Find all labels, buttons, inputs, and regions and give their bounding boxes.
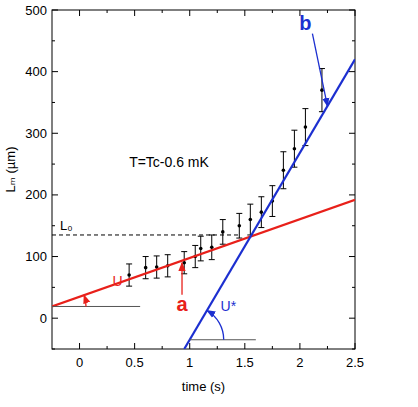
x-minor-tick <box>217 346 218 349</box>
y-tick-label: 400 <box>25 64 47 79</box>
y-axis-label: Lₘ (µm) <box>3 147 18 193</box>
y-tick <box>52 10 58 11</box>
y-tick <box>52 71 58 72</box>
x-tick <box>134 10 135 16</box>
x-tick <box>79 10 80 16</box>
x-tick-label: 0.5 <box>126 355 144 370</box>
data-point <box>199 247 203 251</box>
plot-marks <box>52 59 355 349</box>
data-point <box>238 224 242 228</box>
x-tick-label: 2.5 <box>346 355 364 370</box>
angle-arc <box>84 295 86 306</box>
x-axis-label: time (s) <box>182 379 225 394</box>
x-tick <box>244 10 245 16</box>
x-tick <box>189 10 190 16</box>
chart: 0 0.5 1 1.5 2 2.5 0 100 200 300 400 500 time (s) Lₘ (… <box>0 0 418 407</box>
x-minor-tick <box>107 10 108 13</box>
y-minor-tick <box>352 225 355 226</box>
y-tick <box>52 133 58 134</box>
reference-label: L₀ <box>60 218 73 233</box>
x-minor-tick <box>272 346 273 349</box>
data-point <box>127 273 131 277</box>
x-tick <box>244 343 245 349</box>
x-tick <box>79 343 80 349</box>
y-tick-label: 200 <box>25 187 47 202</box>
y-minor-tick <box>352 164 355 165</box>
y-minor-tick <box>52 164 55 165</box>
annotation: a <box>176 293 188 315</box>
angle-baseline <box>190 339 256 340</box>
plot-frame <box>52 10 355 349</box>
data-point <box>221 230 225 234</box>
y-minor-tick <box>352 287 355 288</box>
annotation-arrow <box>312 34 327 106</box>
y-minor-tick <box>52 225 55 226</box>
angle-baseline <box>52 306 140 307</box>
x-tick-label: 2 <box>296 355 303 370</box>
data-point <box>282 168 286 172</box>
y-minor-tick <box>352 349 355 350</box>
annotation-arrow <box>181 263 182 295</box>
y-minor-tick <box>352 102 355 103</box>
data-point <box>304 125 308 129</box>
x-tick <box>355 10 356 16</box>
error-bar <box>126 264 132 286</box>
x-tick-label: 1 <box>186 355 193 370</box>
x-tick-label: 1.5 <box>236 355 254 370</box>
error-bar <box>220 220 226 245</box>
y-tick <box>52 256 58 257</box>
fit-line <box>52 200 355 307</box>
x-tick <box>355 343 356 349</box>
y-tick-label: 500 <box>25 3 47 18</box>
data-point <box>210 246 214 250</box>
x-tick-label: 0 <box>76 355 83 370</box>
error-bar <box>154 256 160 278</box>
angle-label: U <box>113 273 123 289</box>
x-minor-tick <box>327 346 328 349</box>
annotation: T=Tc-0.6 mK <box>129 154 209 170</box>
fit-line <box>184 59 355 349</box>
angle-arc <box>207 310 224 339</box>
y-tick <box>52 318 58 319</box>
y-tick-label: 300 <box>25 126 47 141</box>
annotation: b <box>299 12 311 34</box>
data-point <box>249 218 253 222</box>
x-tick <box>189 343 190 349</box>
x-minor-tick <box>162 346 163 349</box>
x-tick <box>134 343 135 349</box>
y-tick <box>349 194 355 195</box>
y-minor-tick <box>52 287 55 288</box>
y-minor-tick <box>352 40 355 41</box>
error-bar <box>209 235 215 260</box>
x-minor-tick <box>162 10 163 13</box>
y-tick <box>349 318 355 319</box>
x-minor-tick <box>272 10 273 13</box>
y-minor-tick <box>52 102 55 103</box>
data-point <box>293 147 297 151</box>
x-minor-tick <box>107 346 108 349</box>
data-point <box>144 266 148 270</box>
error-bar <box>247 204 253 235</box>
y-tick <box>52 194 58 195</box>
y-tick <box>349 256 355 257</box>
data-point <box>260 210 264 214</box>
y-tick-label: 100 <box>25 249 47 264</box>
x-minor-tick <box>217 10 218 13</box>
y-tick <box>349 10 355 11</box>
y-tick <box>349 71 355 72</box>
angle-label: U* <box>221 298 237 314</box>
x-tick <box>299 343 300 349</box>
error-bar <box>236 213 242 238</box>
y-minor-tick <box>52 349 55 350</box>
y-tick <box>349 133 355 134</box>
y-tick-label: 0 <box>40 311 47 326</box>
x-minor-tick <box>327 10 328 13</box>
error-bar <box>198 236 204 261</box>
y-minor-tick <box>52 40 55 41</box>
